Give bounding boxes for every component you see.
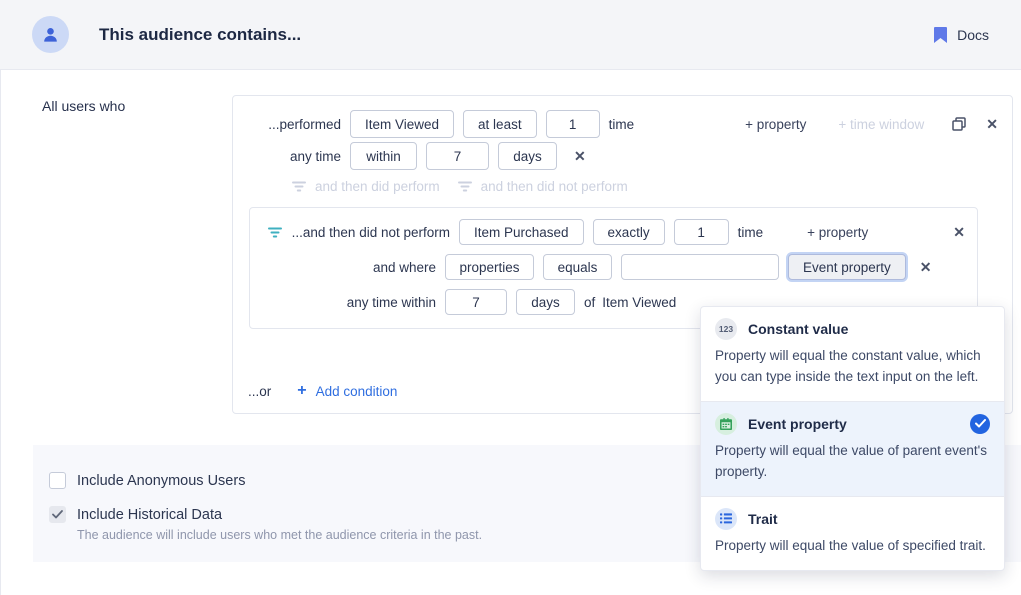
equals-select-button[interactable]: equals [543,254,612,280]
filter-icon [292,181,306,192]
historical-data-description: The audience will include users who met … [77,528,483,542]
remove-time-window-icon[interactable]: ✕ [574,148,586,164]
docs-label: Docs [957,26,989,43]
calendar-icon [715,412,737,435]
duplicate-condition-icon[interactable] [952,117,967,131]
nested-window-row: any time within days of Item Viewed [264,289,965,315]
nested-count-input[interactable] [673,219,729,245]
then-options-row: and then did perform and then did not pe… [292,179,998,194]
count-input[interactable] [545,110,600,138]
value-type-button[interactable]: Event property [788,254,906,280]
nested-where-row: and where properties equals Event proper… [264,254,965,280]
dropdown-item-event-property[interactable]: Event property Property will equal the v… [701,401,1004,497]
selected-check-icon [970,413,990,434]
value-type-dropdown: 123 Constant value Property will equal t… [700,306,1005,571]
parent-event-label: Item Viewed [602,294,677,310]
within-select-button[interactable]: within [350,142,417,170]
window-value-input[interactable] [426,142,489,170]
add-condition-label: Add condition [315,383,398,399]
and-where-label: and where [372,259,436,275]
and-then-did-not-perform-label: and then did not perform [480,179,628,194]
historical-data-option: Include Historical Data [49,506,1021,523]
audience-avatar-icon [32,16,69,53]
dropdown-item-constant-value[interactable]: 123 Constant value Property will equal t… [701,307,1004,402]
any-time-label: any time [289,148,341,164]
panel-edge-divider [0,70,1,595]
performed-label: ...performed [268,116,341,132]
add-property-link[interactable]: + property [745,116,807,132]
plus-icon: + [297,382,307,399]
nested-event-row: ...and then did not perform Item Purchas… [264,219,965,245]
nested-event-select-button[interactable]: Item Purchased [459,219,584,245]
filter-icon [457,181,472,192]
remove-where-icon[interactable]: ✕ [919,259,932,275]
anonymous-users-label: Include Anonymous Users [77,472,246,489]
performed-row: ...performed Item Viewed at least time +… [249,110,998,138]
list-icon [715,507,737,530]
constant-value-icon: 123 [715,318,737,340]
of-label: of [584,294,596,310]
dropdown-item-description: Property will equal the value of specifi… [715,537,986,553]
dropdown-item-trait[interactable]: Trait Property will equal the value of s… [701,497,1004,570]
event-select-button[interactable]: Item Viewed [350,110,455,138]
property-value-input[interactable] [621,254,779,280]
historical-data-label: Include Historical Data [77,506,223,523]
nested-add-property-link[interactable]: + property [807,224,869,240]
nested-time-suffix-label: time [737,224,764,240]
dropdown-item-title: Trait [748,510,778,527]
and-then-did-perform-option: and then did perform [292,179,440,194]
or-row: ...or + Add condition [248,383,397,399]
add-condition-button[interactable]: + Add condition [297,383,397,399]
header: This audience contains... Docs [0,0,1021,70]
any-time-within-label: any time within [346,294,436,310]
all-users-label: All users who [42,98,126,114]
property-select-button[interactable]: properties [445,254,534,280]
dropdown-item-title: Constant value [748,321,849,337]
condition-group-card: ...performed Item Viewed at least time +… [232,95,1013,414]
time-suffix-label: time [608,116,635,132]
nested-window-value-input[interactable] [445,289,507,315]
nested-operator-select-button[interactable]: exactly [592,219,665,245]
historical-data-checkbox[interactable] [49,506,66,523]
or-label: ...or [248,383,272,399]
dropdown-item-title: Event property [748,415,847,432]
anonymous-users-option: Include Anonymous Users [49,472,1021,489]
remove-condition-icon[interactable]: ✕ [986,116,998,132]
bookmark-icon [934,26,948,43]
and-then-did-perform-label: and then did perform [315,179,440,194]
page-title: This audience contains... [99,24,302,44]
dropdown-item-description: Property will equal the value of parent … [715,442,987,479]
and-then-did-not-perform-option: and then did not perform [457,179,628,194]
remove-nested-condition-icon[interactable]: ✕ [953,224,965,240]
nested-prefix-label: ...and then did not perform [291,224,450,240]
time-window-row: any time within days ✕ [249,142,998,170]
nested-condition-card: ...and then did not perform Item Purchas… [249,207,978,329]
unit-select-button[interactable]: days [498,142,557,170]
operator-select-button[interactable]: at least [463,110,537,138]
dropdown-item-description: Property will equal the constant value, … [715,348,981,384]
filter-icon [267,227,282,238]
nested-unit-select-button[interactable]: days [516,289,575,315]
docs-link[interactable]: Docs [934,26,989,43]
anonymous-users-checkbox[interactable] [49,472,66,489]
add-time-window-link: + time window [838,116,925,132]
